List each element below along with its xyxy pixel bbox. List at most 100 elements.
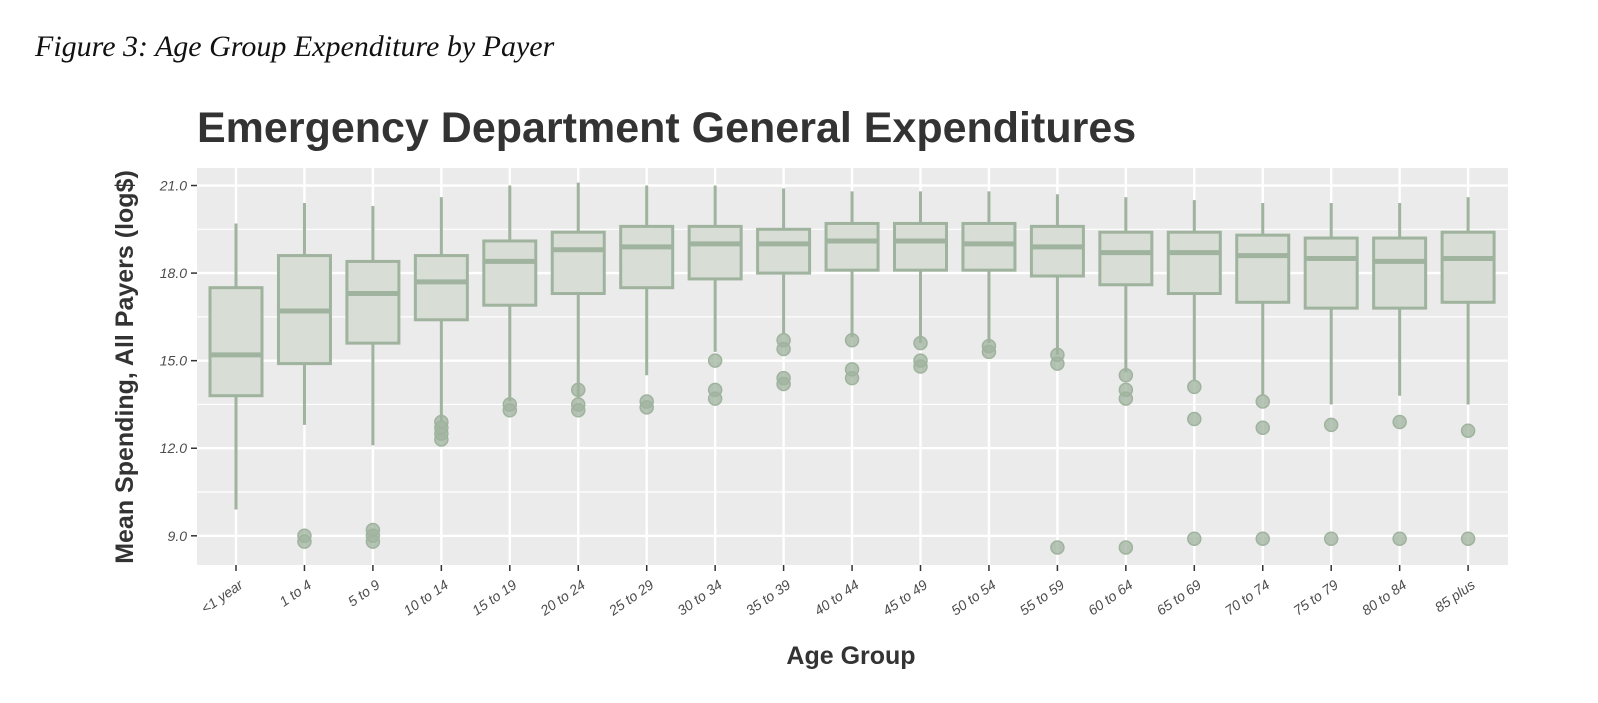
outlier-point [707,353,723,368]
x-tick-label: 70 to 74 [1222,576,1273,618]
box-iqr [1372,236,1428,310]
box-12 [1029,194,1085,555]
outlier-point [1187,531,1202,546]
outlier-point [844,332,860,348]
x-tick-label: 40 to 44 [811,576,862,618]
box-4 [482,185,538,418]
outlier-point [639,394,654,409]
box-iqr [1166,230,1222,296]
x-axis-title: Age Group [786,642,915,670]
x-tick-label: 5 to 9 [345,576,383,609]
box-iqr [345,259,401,345]
box-iqr [1098,230,1154,287]
box-14 [1166,200,1222,546]
x-tick-label: 45 to 49 [880,576,931,618]
outlier-point [1255,531,1270,546]
box-6 [619,185,675,415]
x-tick-label: 25 to 29 [605,576,657,619]
box-2 [345,205,401,549]
outlier-point [1050,540,1065,555]
box-11 [961,191,1017,360]
y-tick-label: 18.0 [160,265,187,281]
y-tick-label: 21.0 [159,178,187,194]
x-tick-label: <1 year [198,576,247,617]
x-axis: <1 year 1 to 4 5 to 9 10 to 14 15 to 19 20 to… [198,565,1478,619]
outlier-point [1118,382,1134,398]
box-iqr [1235,233,1291,304]
x-tick-label: 50 to 54 [948,576,999,618]
box-iqr [1303,236,1359,310]
box-iqr [208,286,264,398]
box-16 [1303,203,1359,546]
x-tick-label: 30 to 34 [674,576,725,618]
y-axis: 9.0 12.0 15.0 18.0 21.0 [159,178,197,544]
box-3 [413,197,469,447]
outlier-point [1392,414,1407,430]
chart-title: Emergency Department General Expenditure… [197,104,1136,152]
outlier-point [776,332,791,348]
box-13 [1098,197,1154,555]
outlier-point [1392,531,1407,546]
outlier-point [1118,368,1134,383]
outlier-point [502,397,518,412]
box-9 [824,191,880,386]
box-iqr [619,224,675,290]
y-axis-title: Mean Spending, All Payers (log$) [111,170,139,564]
x-tick-label: 1 to 4 [276,576,314,609]
y-tick-label: 9.0 [168,528,188,544]
outlier-point [297,528,312,544]
x-tick-label: 65 to 69 [1153,576,1204,618]
outlier-point [981,338,997,354]
x-tick-label: 15 to 19 [469,576,520,618]
box-8 [756,188,812,392]
box-17 [1372,203,1428,546]
x-tick-label: 75 to 79 [1290,576,1341,618]
outlier-point [1460,423,1476,438]
y-tick-label: 15.0 [160,353,187,369]
box-18 [1440,197,1496,546]
outlier-point [1118,540,1134,555]
x-tick-label: 80 to 84 [1359,576,1410,618]
outlier-point [1255,394,1270,409]
figure-caption: Figure 3: Age Group Expenditure by Payer [35,30,555,63]
box-1 [276,203,332,549]
outlier-point [1050,347,1065,363]
box-iqr [687,224,743,281]
box-iqr [756,227,812,275]
outlier-point [365,522,381,538]
box-iqr [824,221,880,272]
box-iqr [961,221,1017,272]
box-iqr [1029,224,1085,278]
outlier-point [707,382,723,398]
box-10 [893,191,948,374]
box-iqr [413,254,469,322]
x-tick-label: 55 to 59 [1016,576,1067,618]
outlier-point [1323,531,1339,546]
outlier-point [571,397,586,412]
outlier-point [844,362,860,377]
outlier-point [1460,531,1476,546]
x-tick-label: 85 plus [1432,576,1478,615]
box-iqr [550,230,606,296]
box-iqr [893,221,948,272]
box-0 [208,223,264,510]
outlier-point [776,370,791,386]
x-tick-label: 35 to 39 [743,576,794,618]
box-15 [1235,203,1291,546]
box-series [208,182,1496,555]
x-tick-label: 60 to 64 [1085,576,1136,618]
outlier-point [913,353,928,368]
outlier-point [1187,411,1202,427]
x-tick-label: 20 to 24 [537,576,589,619]
outlier-point [571,382,586,398]
y-tick-label: 12.0 [160,440,187,456]
box-iqr [1440,230,1496,304]
outlier-point [1187,379,1202,395]
box-5 [550,182,606,418]
box-7 [687,185,743,406]
x-tick-label: 10 to 14 [400,576,451,618]
box-iqr [482,239,538,307]
outlier-point [913,335,928,351]
outlier-point [434,414,449,430]
